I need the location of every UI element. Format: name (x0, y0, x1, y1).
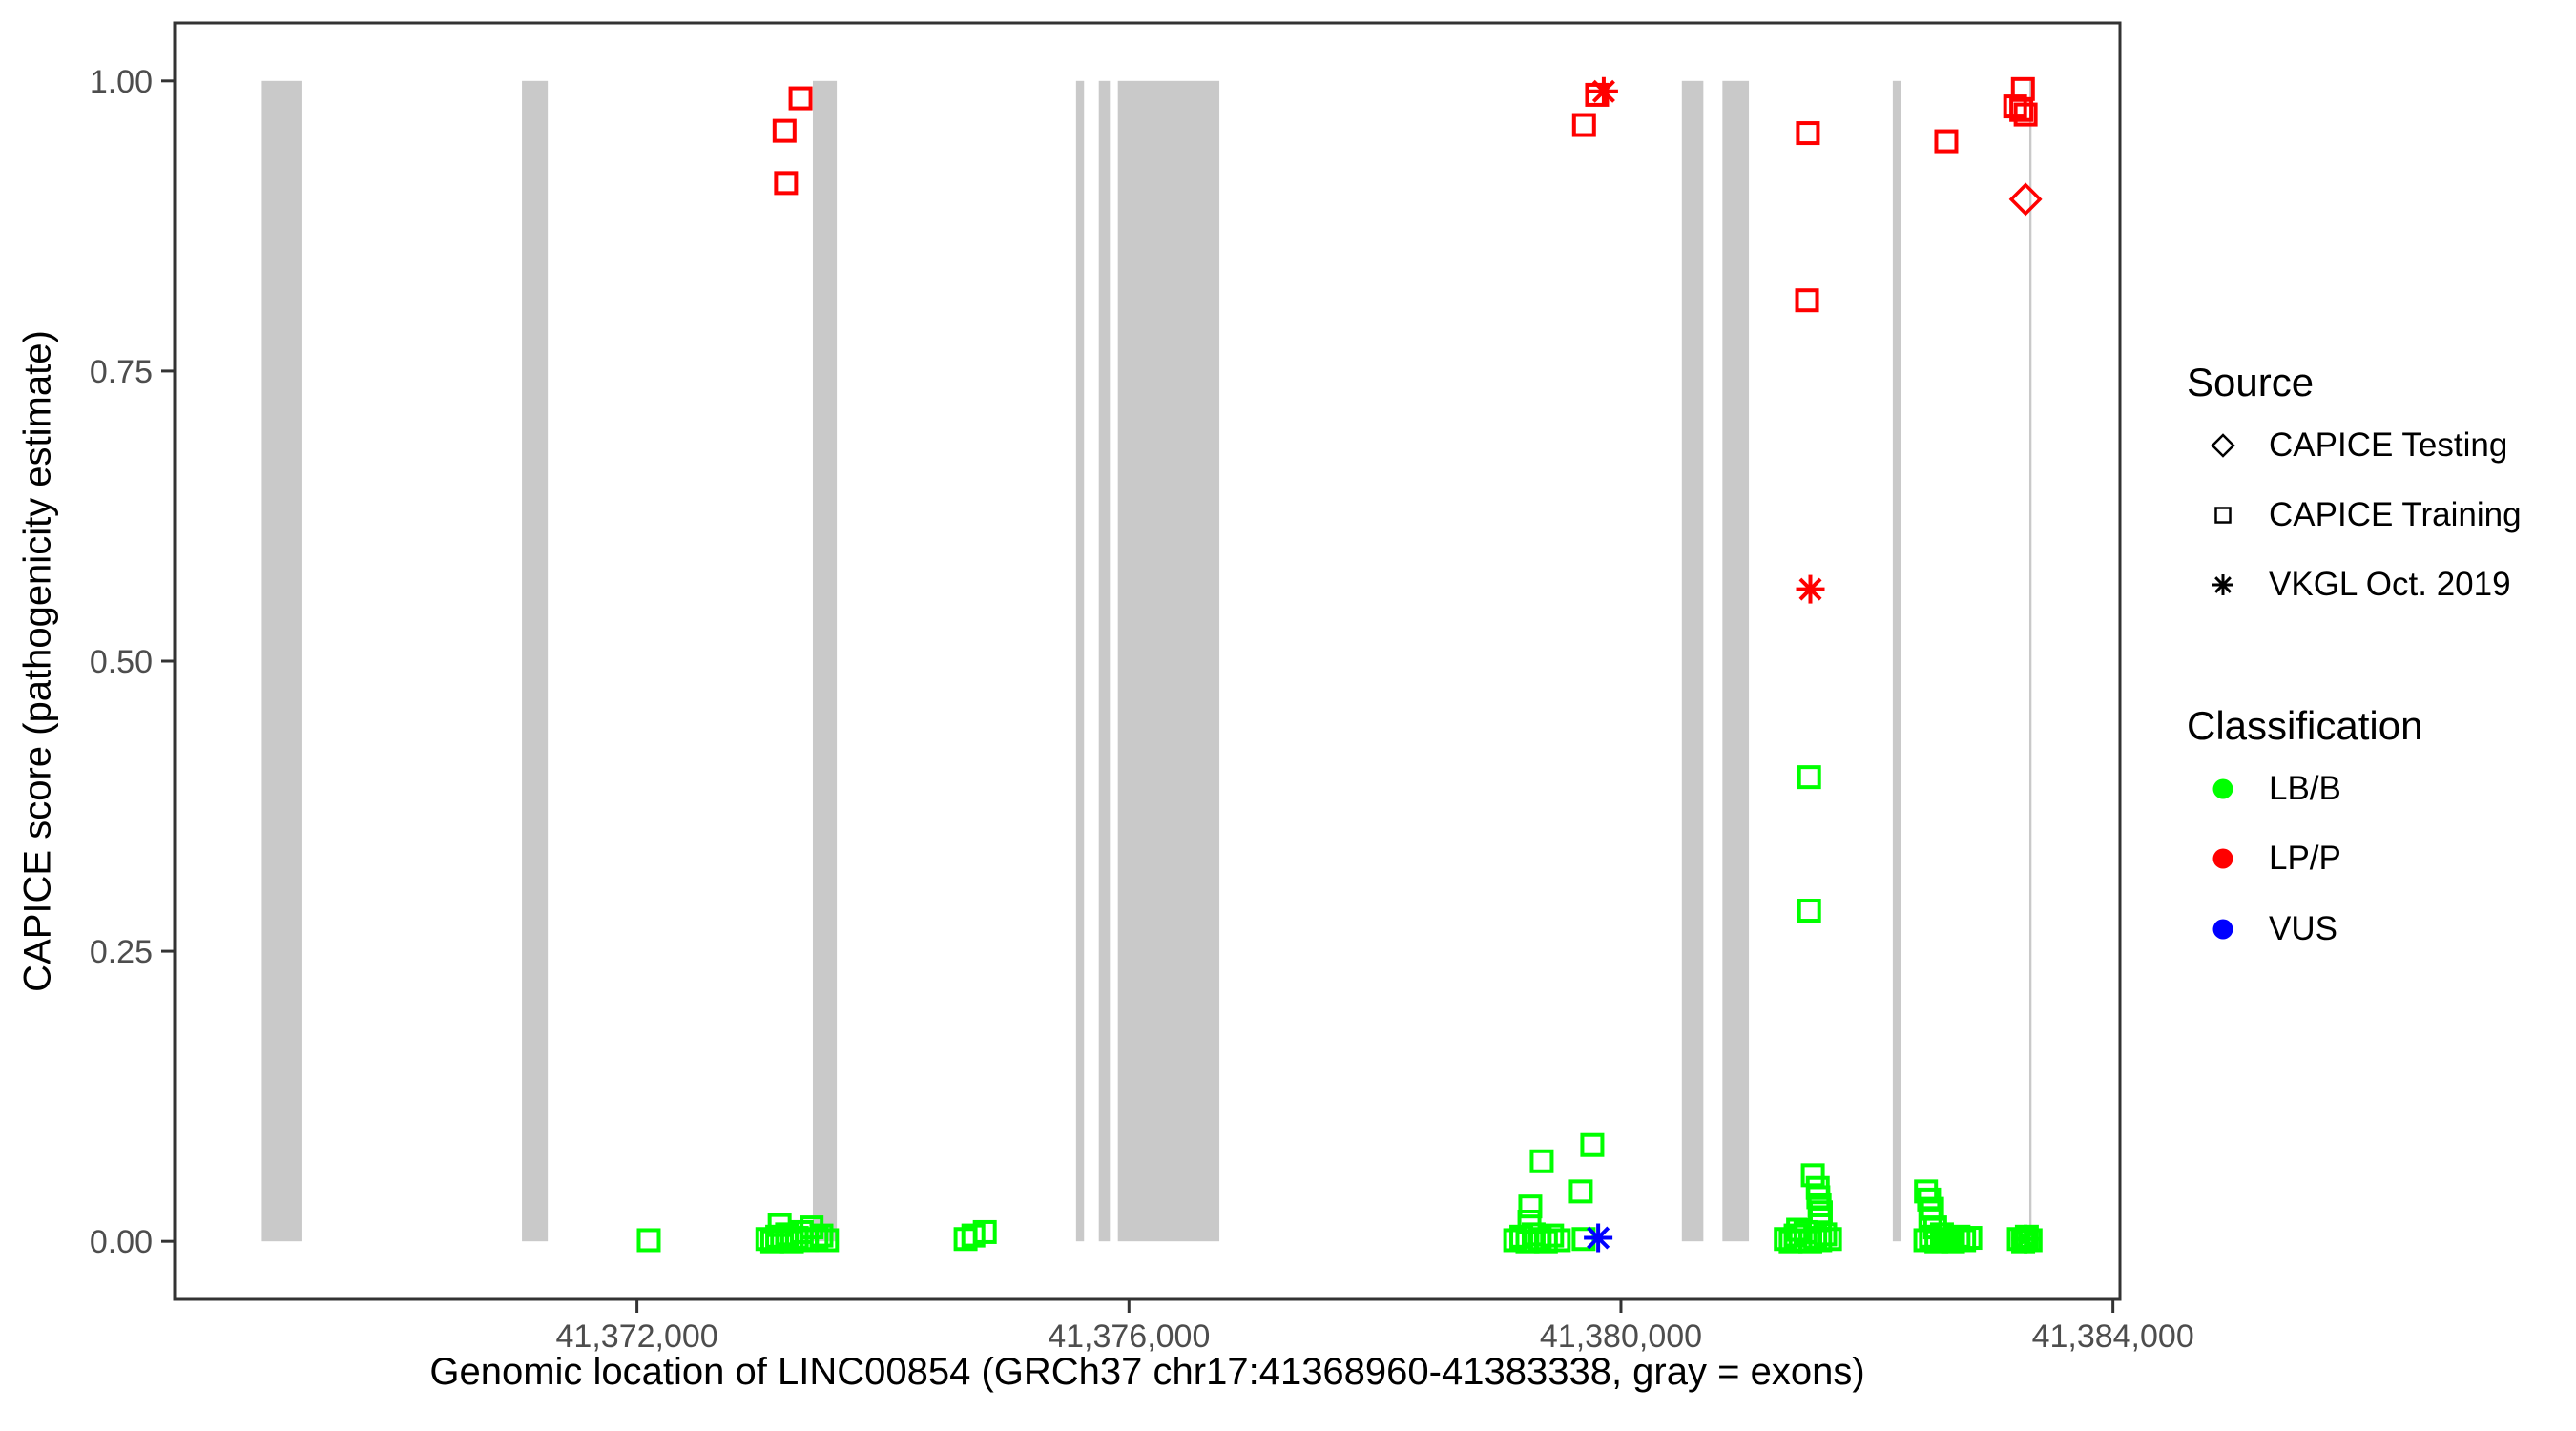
x-axis-title: Genomic location of LINC00854 (GRCh37 ch… (429, 1351, 1865, 1393)
data-point-square (1547, 1228, 1571, 1253)
data-point-square (1934, 129, 1959, 154)
data-point-square (1517, 1210, 1542, 1234)
legend-item-label: VKGL Oct. 2019 (2269, 566, 2511, 603)
legend-source-title: Source (2187, 360, 2315, 404)
legend-item-lpp: LP/P (2187, 838, 2341, 880)
legend-item-label: LP/P (2269, 840, 2341, 877)
data-point-square (1800, 1163, 1825, 1188)
data-point-square (1797, 765, 1821, 790)
data-point-square (1580, 1132, 1605, 1157)
data-point-square (2010, 76, 2035, 101)
data-point-asterisk (1589, 76, 1618, 106)
legend-item-label: CAPICE Training (2269, 496, 2522, 533)
data-point-square (788, 86, 813, 111)
data-point-square (1797, 899, 1821, 923)
y-tick-label: 1.00 (90, 64, 153, 100)
x-tick-label: 41,372,000 (556, 1318, 718, 1355)
square-icon (2214, 507, 2232, 524)
legend-item-vkgl: VKGL Oct. 2019 (2187, 564, 2511, 606)
asterisk-ray (1587, 1226, 1610, 1250)
x-tick-label: 41,376,000 (1048, 1318, 1210, 1355)
exon-bar (1892, 80, 1901, 1242)
data-point-asterisk (1796, 574, 1825, 604)
data-point-square (772, 118, 797, 143)
data-point-square (1568, 1179, 1593, 1204)
legend-item-capice-testing: CAPICE Testing (2187, 425, 2507, 467)
legend-item-label: VUS (2269, 910, 2337, 947)
data-point-square (1571, 113, 1596, 137)
legend-item-capice-training: CAPICE Training (2187, 494, 2522, 536)
data-point-square (815, 1228, 840, 1253)
data-point-diamond (2008, 182, 2043, 217)
data-point-square (1518, 1194, 1543, 1219)
data-point-square (636, 1228, 661, 1253)
legend-item-lbb: LB/B (2187, 768, 2341, 810)
exon-bar (1722, 80, 1750, 1242)
data-point-square (774, 171, 799, 196)
exon-bar (261, 80, 302, 1242)
y-tick-label: 0.75 (90, 354, 153, 390)
asterisk-ray (1798, 577, 1822, 601)
x-tick-label: 41,380,000 (1540, 1318, 1702, 1355)
data-point-square (1808, 1200, 1833, 1225)
legend-item-label: CAPICE Testing (2269, 426, 2508, 464)
data-point-square (1795, 288, 1819, 313)
data-point-square (1958, 1226, 1983, 1251)
y-tick-label: 0.00 (90, 1224, 153, 1260)
y-tick-label: 0.50 (90, 644, 153, 680)
data-point-square (2013, 102, 2038, 127)
asterisk-ray (1591, 79, 1615, 103)
data-point-square (1922, 1215, 1947, 1240)
exon-bar (1075, 80, 1085, 1242)
data-point-asterisk (2011, 1224, 2041, 1254)
y-tick-label: 0.25 (90, 934, 153, 970)
data-point-square (1540, 1223, 1565, 1248)
diamond-icon (2211, 433, 2235, 458)
data-point-square (972, 1219, 997, 1244)
exon-bar (2028, 80, 2032, 1242)
data-point-asterisk (1584, 1223, 1613, 1253)
data-point-square (1796, 121, 1820, 146)
exon-bar (812, 80, 838, 1242)
legend-classification-title: Classification (2187, 703, 2423, 748)
data-point-square (1529, 1149, 1554, 1173)
exon-bar (1098, 80, 1111, 1242)
asterisk-ray (2014, 1227, 2038, 1251)
lbb-dot-icon (2212, 778, 2233, 799)
lpp-dot-icon (2212, 848, 2233, 869)
asterisk-icon (2212, 574, 2233, 595)
exon-bar (1681, 80, 1704, 1242)
data-point-square (1952, 1228, 1977, 1253)
x-tick-label: 41,384,000 (2032, 1318, 2194, 1355)
exon-bar (522, 80, 549, 1242)
data-point-square (1533, 1229, 1558, 1254)
legend-item-vus: VUS (2187, 908, 2337, 950)
data-point-square (809, 1223, 834, 1248)
data-point-square (1813, 1222, 1838, 1247)
vus-dot-icon (2212, 919, 2233, 940)
y-axis-title: CAPICE score (pathogenicity estimate) (16, 330, 59, 992)
exon-bar (1117, 80, 1220, 1242)
legend-item-label: LB/B (2269, 770, 2341, 807)
